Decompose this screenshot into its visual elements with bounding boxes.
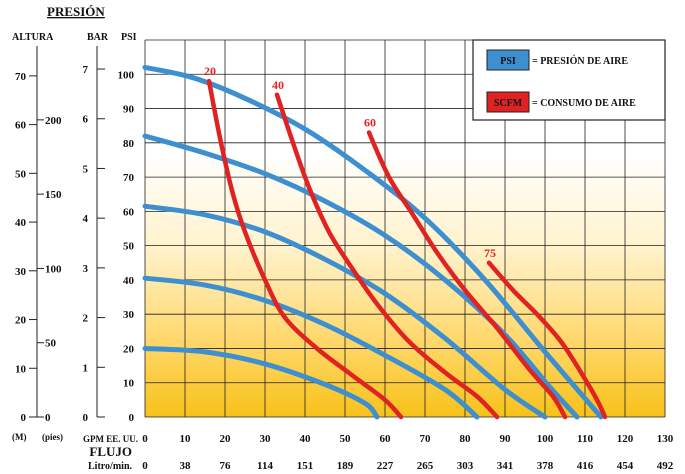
gpm-tick-label: 100 (537, 433, 554, 445)
chart-title: PRESIÓN (47, 4, 105, 19)
litro-tick-label: 492 (657, 460, 674, 472)
psi-tick-label: 40 (123, 275, 135, 287)
psi-tick-label: 90 (123, 104, 135, 116)
legend-scfm-text: = CONSUMO DE AIRE (532, 98, 636, 109)
meters-tick-label: 0 (21, 412, 27, 424)
feet-unit: (pies) (42, 432, 63, 442)
legend-psi-swatch (486, 49, 530, 71)
meters-unit: (M) (12, 432, 27, 442)
gpm-tick-label: 40 (300, 433, 312, 445)
legend: PSI = PRESIÓN DE AIRE SCFM = CONSUMO DE … (472, 39, 666, 121)
litro-tick-label: 416 (577, 460, 594, 472)
litro-tick-label: 303 (457, 460, 474, 472)
gpm-tick-label: 120 (617, 433, 634, 445)
air-consumption-label: 60 (364, 116, 376, 130)
gpm-tick-label: 110 (577, 433, 593, 445)
bar-tick-label: 1 (83, 362, 89, 374)
air-consumption-curve (206, 78, 404, 420)
meters-tick-label: 60 (15, 120, 27, 132)
litro-tick-label: 227 (377, 460, 394, 472)
feet-tick-label: 200 (45, 115, 62, 127)
feet-tick-label: 150 (45, 189, 62, 201)
meters-tick-label: 30 (15, 266, 27, 278)
litro-tick-label: 454 (617, 460, 634, 472)
psi-tick-label: 20 (123, 343, 135, 355)
gpm-tick-label: 130 (657, 433, 674, 445)
flow-label: FLUJO (89, 444, 132, 459)
psi-tick-label: 10 (123, 378, 135, 390)
gpm-tick-label: 70 (420, 433, 432, 445)
air-consumption-curve (274, 92, 500, 420)
air-consumption-label: 75 (484, 246, 496, 260)
air-consumption-curve (366, 130, 568, 420)
gpm-tick-label: 90 (500, 433, 512, 445)
gpm-tick-label: 0 (142, 433, 148, 445)
feet-tick-label: 100 (45, 263, 62, 275)
bar-tick-label: 0 (83, 412, 89, 424)
litro-tick-label: 0 (142, 460, 148, 472)
gpm-tick-label: 50 (340, 433, 352, 445)
air-consumption-curve (486, 260, 608, 420)
legend-scfm-swatch (486, 91, 530, 113)
meters-tick-label: 20 (15, 315, 27, 327)
gpm-tick-label: 30 (260, 433, 272, 445)
psi-tick-label: 100 (118, 69, 135, 81)
gpm-axis-label: GPM EE. UU. (83, 434, 138, 444)
bar-tick-label: 3 (83, 263, 89, 275)
meters-tick-label: 40 (15, 217, 27, 229)
litro-tick-label: 189 (337, 460, 354, 472)
litro-tick-label: 38 (180, 460, 192, 472)
litro-tick-label: 265 (417, 460, 434, 472)
bar-tick-label: 4 (83, 213, 89, 225)
altura-header: ALTURA (12, 32, 54, 43)
pressure-curve (142, 275, 480, 420)
bar-tick-label: 5 (83, 163, 89, 175)
legend-scfm-key: SCFM (494, 98, 523, 109)
legend-psi-key: PSI (500, 56, 516, 67)
meters-tick-label: 50 (15, 168, 27, 180)
gpm-tick-label: 60 (380, 433, 392, 445)
bar-tick-label: 6 (83, 114, 89, 126)
gpm-tick-label: 80 (460, 433, 472, 445)
meters-tick-label: 10 (15, 363, 27, 375)
litro-tick-label: 151 (297, 460, 314, 472)
psi-tick-label: 30 (123, 309, 135, 321)
psi-tick-label: 70 (123, 172, 135, 184)
legend-psi-text: = PRESIÓN DE AIRE (532, 55, 628, 67)
pressure-curve (142, 133, 580, 420)
psi-tick-label: 60 (123, 206, 135, 218)
litro-tick-label: 341 (497, 460, 514, 472)
air-consumption-curves: 20 40 60 75 (204, 64, 608, 420)
psi-header: PSI (121, 32, 137, 43)
psi-tick-label: 0 (129, 412, 135, 424)
air-consumption-label: 40 (272, 78, 284, 92)
bar-tick-label: 7 (83, 64, 89, 76)
litro-axis-label: Litro/min. (88, 461, 132, 472)
bar-header: BAR (87, 32, 109, 43)
psi-tick-label: 50 (123, 241, 135, 253)
pressure-curve (142, 64, 604, 420)
gpm-tick-label: 20 (220, 433, 232, 445)
feet-tick-label: 0 (45, 412, 51, 424)
bar-tick-label: 2 (83, 313, 89, 325)
psi-tick-label: 80 (123, 138, 135, 150)
meters-tick-label: 70 (15, 71, 27, 83)
pressure-curve (142, 346, 380, 420)
litro-tick-label: 76 (220, 460, 232, 472)
litro-tick-label: 378 (537, 460, 554, 472)
gpm-tick-label: 10 (180, 433, 192, 445)
air-consumption-label: 20 (204, 64, 216, 78)
feet-tick-label: 50 (45, 338, 57, 350)
litro-tick-label: 114 (257, 460, 273, 472)
